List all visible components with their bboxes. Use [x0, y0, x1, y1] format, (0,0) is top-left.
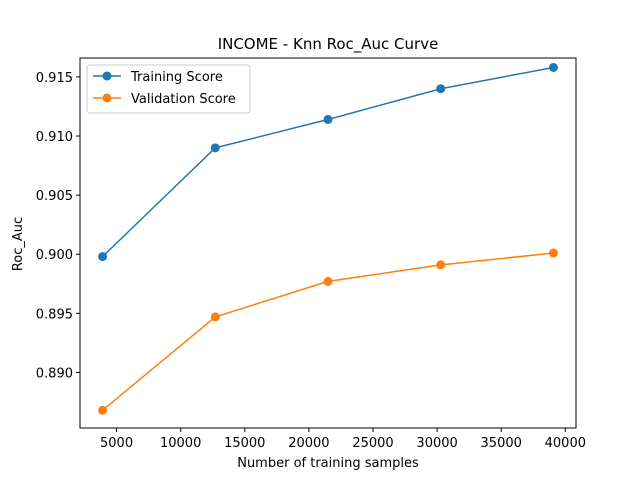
training-score-point: [323, 114, 333, 124]
x-tick-label: 20000: [288, 436, 329, 451]
training-score-point: [210, 143, 220, 153]
x-tick-label: 30000: [416, 436, 457, 451]
y-axis-title: Roc_Auc: [11, 217, 26, 271]
legend-box: [86, 64, 251, 114]
x-axis-title: Number of training samples: [237, 456, 419, 471]
training-score-point: [436, 84, 446, 94]
training-score-legend-marker: [102, 71, 112, 81]
y-tick-label: 0.900: [36, 248, 73, 263]
training-score-legend-label: Training Score: [130, 70, 223, 85]
validation-score-line: [102, 252, 554, 411]
x-tick-label: 35000: [481, 436, 522, 451]
x-tick-label: 15000: [224, 436, 265, 451]
x-tick-label: 10000: [160, 436, 201, 451]
validation-score-legend-label: Validation Score: [131, 92, 236, 107]
y-axis-ticks: 0.890 0.895 0.900 0.905 0.910 0.915: [36, 71, 80, 381]
y-tick-label: 0.905: [36, 189, 73, 204]
y-tick-label: 0.915: [36, 71, 73, 86]
x-tick-label: 40000: [545, 436, 586, 451]
validation-score-point: [436, 260, 446, 270]
y-tick-label: 0.895: [36, 307, 73, 322]
legend: Training Score Validation Score: [86, 64, 251, 114]
x-tick-label: 5000: [100, 436, 133, 451]
chart-title: INCOME - Knn Roc_Auc Curve: [218, 35, 439, 54]
validation-score-legend-marker: [102, 93, 112, 103]
validation-score-point: [323, 276, 333, 286]
y-tick-label: 0.910: [36, 130, 73, 145]
x-axis-ticks: 5000 10000 15000 20000 25000 30000 35000 40000: [100, 428, 586, 451]
validation-score-point: [548, 248, 558, 258]
y-tick-label: 0.890: [36, 366, 73, 381]
validation-score-point: [98, 405, 108, 415]
plot-frame: [79, 57, 577, 429]
validation-score-point: [210, 312, 220, 322]
x-tick-label: 25000: [352, 436, 393, 451]
plot-area: [98, 62, 558, 415]
training-score-point: [548, 62, 558, 72]
training-score-point: [98, 252, 108, 262]
